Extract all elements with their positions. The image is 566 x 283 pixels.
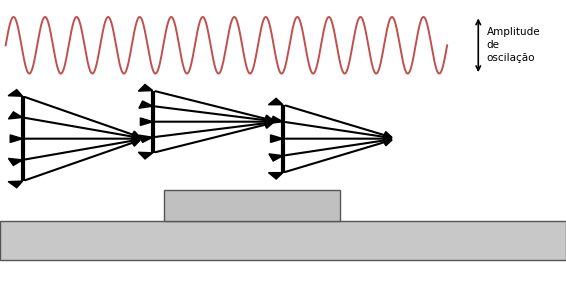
Polygon shape (139, 101, 153, 108)
Polygon shape (8, 90, 23, 96)
Bar (0, 221, 566, 260)
Text: Amplitude
de
oscilação: Amplitude de oscilação (487, 27, 541, 63)
Polygon shape (139, 135, 153, 142)
Polygon shape (138, 152, 153, 159)
Polygon shape (10, 135, 23, 142)
Polygon shape (8, 181, 23, 188)
Polygon shape (140, 118, 153, 125)
Polygon shape (268, 173, 283, 179)
Polygon shape (8, 158, 23, 166)
Polygon shape (271, 135, 283, 142)
Bar (164, 190, 340, 221)
Polygon shape (268, 98, 283, 105)
Polygon shape (269, 154, 283, 161)
Polygon shape (138, 84, 153, 91)
Polygon shape (8, 112, 23, 119)
Polygon shape (269, 116, 283, 123)
